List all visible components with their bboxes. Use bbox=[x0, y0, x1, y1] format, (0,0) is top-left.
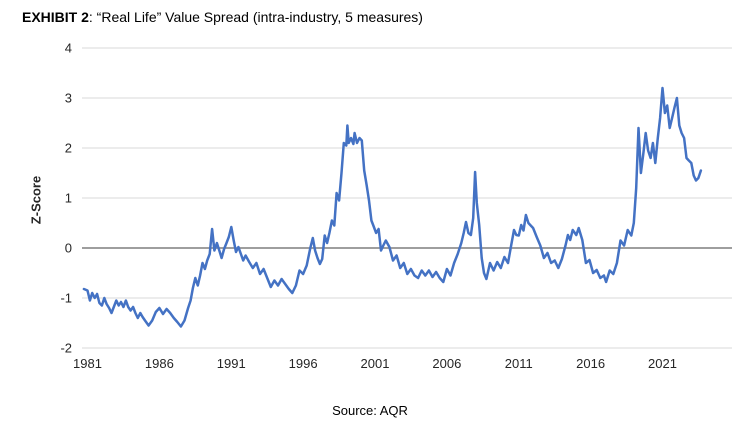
exhibit-label: EXHIBIT 2 bbox=[22, 9, 89, 25]
y-tick-label: 4 bbox=[65, 41, 72, 56]
chart-title-text: : “Real Life” Value Spread (intra-indust… bbox=[88, 9, 423, 25]
x-tick-label: 2016 bbox=[576, 356, 605, 371]
y-tick-label: -1 bbox=[60, 291, 72, 306]
x-tick-label: 2006 bbox=[432, 356, 461, 371]
y-tick-label: -2 bbox=[60, 341, 72, 356]
value-spread-line bbox=[82, 86, 703, 328]
y-tick-label: 1 bbox=[65, 191, 72, 206]
x-tick-label: 2021 bbox=[648, 356, 677, 371]
y-tick-label: 3 bbox=[65, 91, 72, 106]
source-caption: Source: AQR bbox=[332, 403, 408, 418]
x-tick-label: 1996 bbox=[289, 356, 318, 371]
x-tick-label: 1991 bbox=[217, 356, 246, 371]
x-tick-label: 1981 bbox=[73, 356, 102, 371]
y-tick-label: 2 bbox=[65, 141, 72, 156]
chart-title: EXHIBIT 2: “Real Life” Value Spread (int… bbox=[22, 8, 423, 26]
x-tick-label: 2011 bbox=[505, 356, 533, 371]
x-tick-label: 2001 bbox=[361, 356, 390, 371]
y-tick-label: 0 bbox=[65, 241, 72, 256]
x-tick-label: 1986 bbox=[145, 356, 174, 371]
